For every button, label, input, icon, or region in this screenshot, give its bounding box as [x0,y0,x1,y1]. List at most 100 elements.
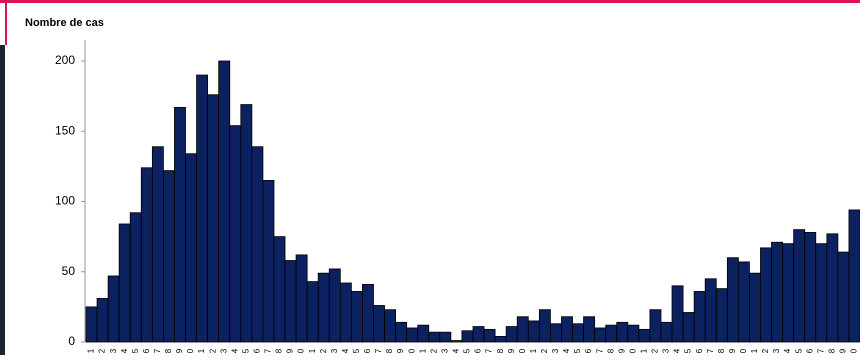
bar [726,257,739,343]
x-tick-label: 2 [761,348,770,353]
bar [362,283,374,343]
x-tick-label: 5 [131,348,140,353]
bar [406,327,419,343]
x-tick-label: 3 [330,348,339,353]
bar [760,247,772,343]
bar [162,170,175,343]
bar [605,324,618,343]
bar [505,326,518,343]
x-tick-label: 8 [717,348,726,353]
x-tick-label: 7 [706,348,715,353]
x-tick-label: 2 [651,348,660,353]
bar [472,326,485,343]
bar [616,321,629,343]
x-tick-label: 7 [595,348,604,353]
bar [339,282,352,343]
x-tick-label: 9 [728,348,737,353]
x-tick-label: 3 [551,348,560,353]
x-tick-label: 3 [440,348,449,353]
x-tick-label: 7 [153,348,162,353]
bar [461,330,474,343]
bar [826,233,839,343]
y-tick-label: 150 [55,123,75,137]
x-tick-label: 4 [120,348,129,353]
bar [428,331,441,343]
x-tick-label: 3 [109,348,118,353]
x-tick-label: 5 [352,348,361,353]
left-border [5,3,7,45]
bar [174,106,186,343]
x-tick-label: 8 [496,348,505,353]
bar [85,306,98,343]
bar [328,268,341,343]
x-tick-label: 7 [264,348,273,353]
x-tick-label: 1 [197,348,206,353]
bar [196,74,209,343]
bar [118,223,131,343]
bar [749,272,761,343]
bar [704,278,717,343]
bar [693,291,706,343]
bar [129,212,142,343]
x-tick-label: 4 [341,348,350,353]
x-tick-label: 0 [186,348,195,353]
bar [96,298,109,343]
x-tick-label: 3 [219,348,228,353]
x-tick-label: 8 [827,348,836,353]
x-tick-label: 4 [673,348,682,353]
x-tick-label: 0 [297,348,306,353]
x-tick-label: 4 [562,348,571,353]
y-tick-label: 0 [68,334,75,348]
x-tick-label: 6 [584,348,593,353]
x-tick-label: 6 [474,348,483,353]
x-tick-label: 8 [606,348,615,353]
x-tick-label: 3 [772,348,781,353]
bar [483,328,496,343]
y-tick-label: 100 [55,194,75,208]
x-tick-label: 0 [850,348,859,353]
x-tick-label: 1 [639,348,648,353]
bar [837,251,850,343]
x-tick-label: 9 [396,348,405,353]
x-tick-label: 1 [529,348,538,353]
bar [715,288,728,343]
x-tick-label: 9 [839,348,848,353]
x-tick-label: 6 [142,348,151,353]
x-tick-label: 6 [805,348,814,353]
bar [494,335,507,343]
bar [151,146,164,343]
x-tick-label: 5 [684,348,693,353]
x-tick-label: 9 [286,348,295,353]
y-tick-label: 200 [55,53,75,67]
x-tick-label: 9 [175,348,184,353]
x-tick-label: 6 [695,348,704,353]
bar [140,167,153,343]
bar [649,309,662,343]
x-tick-label: 6 [363,348,372,353]
bar [395,321,408,343]
x-tick-label: 4 [230,348,239,353]
x-tick-label: 2 [540,348,549,353]
bar [306,281,319,343]
x-tick-label: 5 [573,348,582,353]
bar [804,232,817,343]
bar [638,328,651,343]
bar [262,180,275,343]
bar [671,285,684,343]
x-tick-label: 5 [241,348,250,353]
x-tick-label: 9 [617,348,626,353]
bar [284,260,297,343]
bar [207,94,220,343]
bar [384,309,396,343]
x-tick-label: 6 [252,348,261,353]
x-tick-label: 7 [816,348,825,353]
bar [417,324,430,343]
bar [251,146,264,343]
side-strip [0,45,5,355]
x-tick-label: 8 [275,348,284,353]
bar [660,321,673,343]
x-tick-label: 1 [750,348,759,353]
x-tick-label: 8 [164,348,173,353]
bar [737,261,750,343]
